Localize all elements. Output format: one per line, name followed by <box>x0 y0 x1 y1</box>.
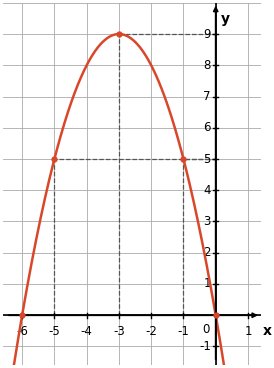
Text: 6: 6 <box>203 121 211 134</box>
Text: 0: 0 <box>202 323 210 336</box>
Text: 9: 9 <box>203 28 211 40</box>
Text: -3: -3 <box>113 325 125 338</box>
Text: -1: -1 <box>178 325 189 338</box>
Text: 7: 7 <box>203 90 211 103</box>
Text: -4: -4 <box>81 325 93 338</box>
Text: -6: -6 <box>16 325 28 338</box>
Text: -2: -2 <box>145 325 157 338</box>
Text: 1: 1 <box>244 325 252 338</box>
Text: 3: 3 <box>204 215 211 228</box>
Text: 4: 4 <box>203 184 211 197</box>
Text: 1: 1 <box>203 277 211 290</box>
Text: x: x <box>262 324 272 338</box>
Text: -5: -5 <box>48 325 60 338</box>
Text: 8: 8 <box>204 59 211 72</box>
Text: y: y <box>221 12 230 26</box>
Text: -1: -1 <box>199 340 211 353</box>
Text: 2: 2 <box>203 246 211 259</box>
Text: 5: 5 <box>204 152 211 166</box>
